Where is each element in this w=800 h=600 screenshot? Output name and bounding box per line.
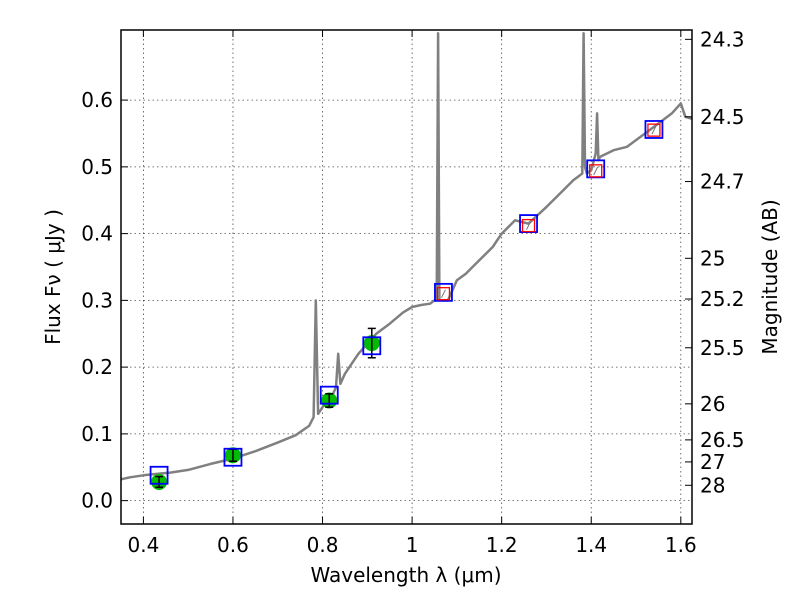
y2-tick-label: 26	[700, 392, 725, 416]
model-box	[319, 385, 339, 405]
y2-tick-label: 25.2	[700, 287, 745, 311]
y2-tick-label: 24.3	[700, 27, 745, 51]
y2-tick-label: 24.7	[700, 170, 745, 194]
y-tick-label: 0.4	[81, 222, 113, 246]
y2-tick-label: 25.5	[700, 336, 745, 360]
upper-limit-box	[436, 287, 451, 301]
y-tick-label: 0.2	[81, 355, 113, 379]
x-tick-label: 0.4	[127, 533, 159, 557]
grid	[121, 30, 692, 524]
upper-limit-box	[589, 164, 603, 178]
y2-tick-label: 26.5	[700, 428, 745, 452]
y-tick-label: 0.1	[81, 422, 113, 446]
x-axis-label: Wavelength λ (μm)	[310, 563, 501, 587]
photometry-series	[151, 327, 380, 490]
model-box	[149, 465, 169, 485]
model-box	[223, 447, 243, 467]
y-axis-label: Flux Fν ( μJy )	[41, 209, 65, 345]
y-axis-ticks: 0.0 0.1 0.2 0.3 0.4 0.5 0.6	[81, 88, 128, 513]
y-tick-label: 0.3	[81, 288, 113, 312]
upper-limit-mark	[593, 166, 599, 176]
y-tick-label: 0.6	[81, 88, 113, 112]
x-axis-ticks: 0.4 0.6 0.8 1 1.2 1.4 1.6	[127, 30, 697, 557]
x-tick-label: 0.8	[307, 533, 339, 557]
x-tick-label: 1.6	[665, 533, 697, 557]
upper-limit-mark	[440, 289, 446, 298]
model-box	[434, 282, 453, 302]
y2-tick-label: 27	[700, 450, 725, 474]
model-box	[644, 120, 664, 139]
upper-limit-series	[436, 123, 661, 301]
y2-axis-label: Magnitude (AB)	[758, 199, 782, 354]
plot-frame	[120, 29, 693, 525]
y2-tick-label: 28	[700, 473, 725, 497]
x-tick-label: 0.6	[217, 533, 249, 557]
plot-background	[121, 30, 692, 524]
model-box	[362, 336, 382, 356]
upper-limit-mark	[526, 221, 531, 230]
x-tick-label: 1.2	[486, 533, 518, 557]
upper-limit-box	[647, 123, 661, 137]
y2-tick-label: 25	[700, 246, 725, 270]
upper-limit-box	[521, 218, 536, 233]
y-tick-label: 0.5	[81, 155, 113, 179]
x-tick-label: 1	[406, 533, 419, 557]
y-tick-label: 0.0	[81, 489, 113, 513]
x-tick-label: 1.4	[575, 533, 607, 557]
y2-tick-label: 24.5	[700, 105, 745, 129]
upper-limit-mark	[651, 125, 657, 135]
